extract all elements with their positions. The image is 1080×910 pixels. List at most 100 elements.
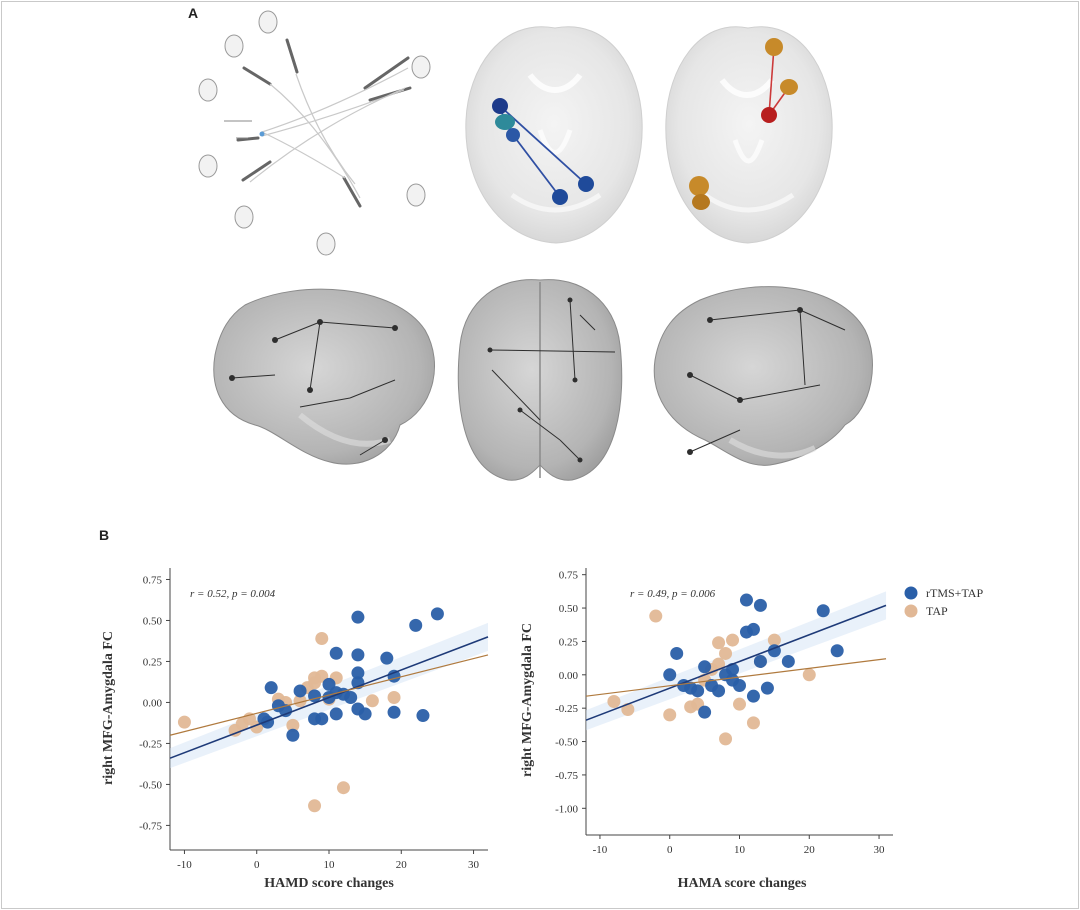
left-scatter-point-tap — [293, 694, 307, 708]
left-scatter-point-rtms-tap — [315, 712, 329, 726]
left-scatter-point-rtms-tap — [344, 691, 358, 705]
left-scatter-point-tap — [286, 718, 300, 732]
right-scatter-xtick-label: 20 — [804, 844, 816, 856]
right-scatter-point-rtms-tap — [830, 644, 844, 658]
left-scatter-point-rtms-tap — [387, 705, 401, 719]
panel-a-figures — [198, 10, 873, 481]
right-scatter-point-rtms-tap — [781, 654, 795, 668]
left-scatter-xtick-label: 30 — [468, 859, 480, 871]
dorsal-brain-view — [457, 279, 623, 481]
left-scatter-ytick-label: 0.25 — [143, 656, 163, 668]
panel-a-label: A — [188, 5, 199, 21]
left-scatter-stat-text: r = 0.52, p = 0.004 — [190, 588, 276, 600]
right-scatter-xtick-label: 0 — [667, 844, 673, 856]
legend-label-1: TAP — [926, 604, 948, 618]
left-scatter-point-rtms-tap — [329, 707, 343, 721]
right-scatter-point-rtms-tap — [691, 684, 705, 698]
right-scatter-point-tap — [649, 609, 663, 623]
left-scatter-point-rtms-tap — [293, 684, 307, 698]
right-scatter-x-title: HAMA score changes — [678, 876, 807, 891]
left-scatter-point-rtms-tap — [380, 651, 394, 665]
right-scatter-point-tap — [607, 695, 621, 708]
right-scatter-point-tap — [663, 708, 677, 722]
left-scatter-ytick-label: -0.25 — [139, 738, 162, 750]
sagittal-brain-left — [213, 288, 436, 465]
left-scatter-point-tap — [177, 715, 191, 729]
right-scatter-point-rtms-tap — [739, 593, 753, 607]
left-scatter-point-rtms-tap — [264, 681, 278, 695]
right-scatter-point-tap — [726, 633, 740, 647]
right-scatter-point-tap — [719, 646, 733, 660]
right-scatter-point-rtms-tap — [746, 689, 760, 703]
right-scatter-point-rtms-tap — [712, 684, 726, 698]
right-scatter-y-title: right MFG-Amygdala FC — [520, 623, 535, 777]
legend-swatch-0 — [904, 586, 918, 600]
right-scatter-point-tap — [802, 668, 816, 682]
left-scatter-ytick-label: 0.50 — [143, 615, 163, 627]
left-scatter-xtick-label: 20 — [396, 859, 408, 871]
left-scatter-y-title: right MFG-Amygdala FC — [101, 631, 116, 785]
right-scatter-point-rtms-tap — [753, 598, 767, 612]
axial-brain-blue-network — [465, 26, 643, 244]
left-scatter-fit-line-rtms-tap — [169, 636, 489, 759]
left-scatter-point-rtms-tap — [351, 648, 365, 662]
right-scatter-ytick-label: 0.75 — [559, 570, 579, 582]
left-scatter-point-rtms-tap — [351, 610, 365, 624]
right-scatter-ytick-label: 0.50 — [559, 603, 579, 615]
left-scatter-x-title: HAMD score changes — [264, 876, 394, 891]
axial-brain-orange-network — [665, 26, 833, 244]
left-scatter-point-rtms-tap — [409, 618, 423, 632]
legend-label-0: rTMS+TAP — [926, 586, 983, 600]
right-scatter-ytick-label: -0.25 — [555, 703, 578, 715]
right-scatter-point-rtms-tap — [816, 604, 830, 618]
right-scatter-stat-text: r = 0.49, p = 0.006 — [630, 588, 716, 600]
left-scatter-ytick-label: -0.50 — [139, 779, 162, 791]
left-scatter-point-tap — [387, 691, 401, 705]
left-scatter-point-tap — [308, 799, 322, 813]
right-scatter-point-tap — [767, 633, 781, 647]
left-scatter-point-rtms-tap — [430, 607, 444, 621]
right-scatter-xtick-label: 30 — [874, 844, 886, 856]
left-scatter-ytick-label: -0.75 — [139, 820, 162, 832]
connectogram-figure — [198, 10, 431, 256]
panel-b-label: B — [99, 527, 110, 543]
right-scatter-point-rtms-tap — [663, 668, 677, 682]
sagittal-brain-right — [653, 286, 873, 466]
left-scatter-point-rtms-tap — [329, 646, 343, 660]
left-scatter-point-rtms-tap — [351, 666, 365, 680]
left-scatter-point-rtms-tap — [286, 728, 300, 742]
left-scatter-point-tap — [336, 781, 350, 795]
right-scatter-point-rtms-tap — [733, 678, 746, 692]
right-scatter-ytick-label: -0.75 — [555, 770, 578, 782]
right-scatter-xtick-label: 10 — [734, 844, 746, 856]
right-scatter-ytick-label: 0.25 — [559, 636, 579, 648]
left-scatter-xtick-label: 0 — [254, 859, 260, 871]
left-scatter-point-tap — [365, 694, 379, 708]
right-scatter-fit-line-tap — [585, 658, 887, 697]
right-scatter-ytick-label: -1.00 — [555, 803, 578, 815]
left-scatter-ytick-label: 0.75 — [143, 574, 163, 586]
right-scatter-fit-line-rtms-tap — [585, 604, 887, 721]
right-scatter-point-tap — [712, 636, 726, 650]
right-scatter-xtick-label: -10 — [593, 844, 608, 856]
right-scatter-point-rtms-tap — [698, 660, 712, 674]
right-scatter-point-rtms-tap — [670, 646, 684, 660]
right-scatter-point-tap — [733, 697, 746, 711]
left-scatter-xtick-label: -10 — [177, 859, 192, 871]
right-scatter-point-rtms-tap — [698, 705, 712, 719]
right-scatter-ytick-label: 0.00 — [559, 670, 579, 682]
right-scatter-point-rtms-tap — [760, 681, 774, 695]
right-scatter-ytick-label: -0.50 — [555, 737, 578, 749]
left-scatter-point-rtms-tap — [358, 707, 372, 721]
legend-swatch-1 — [904, 604, 918, 618]
right-scatter-point-tap — [719, 732, 733, 746]
right-scatter-point-tap — [746, 716, 760, 730]
right-scatter-ci-band — [586, 591, 887, 731]
right-scatter-point-rtms-tap — [746, 622, 760, 636]
panel-b-charts: 0.75 0.50 0.25 0.00 -0.25 -0.50 -0.75 -10 0 10 20 3… — [101, 568, 983, 891]
left-scatter-fit-line-tap — [169, 654, 489, 736]
left-scatter-xtick-label: 10 — [324, 859, 336, 871]
right-scatter-point-rtms-tap — [753, 654, 767, 668]
left-scatter-point-tap — [315, 632, 329, 645]
left-scatter-point-rtms-tap — [416, 709, 430, 723]
